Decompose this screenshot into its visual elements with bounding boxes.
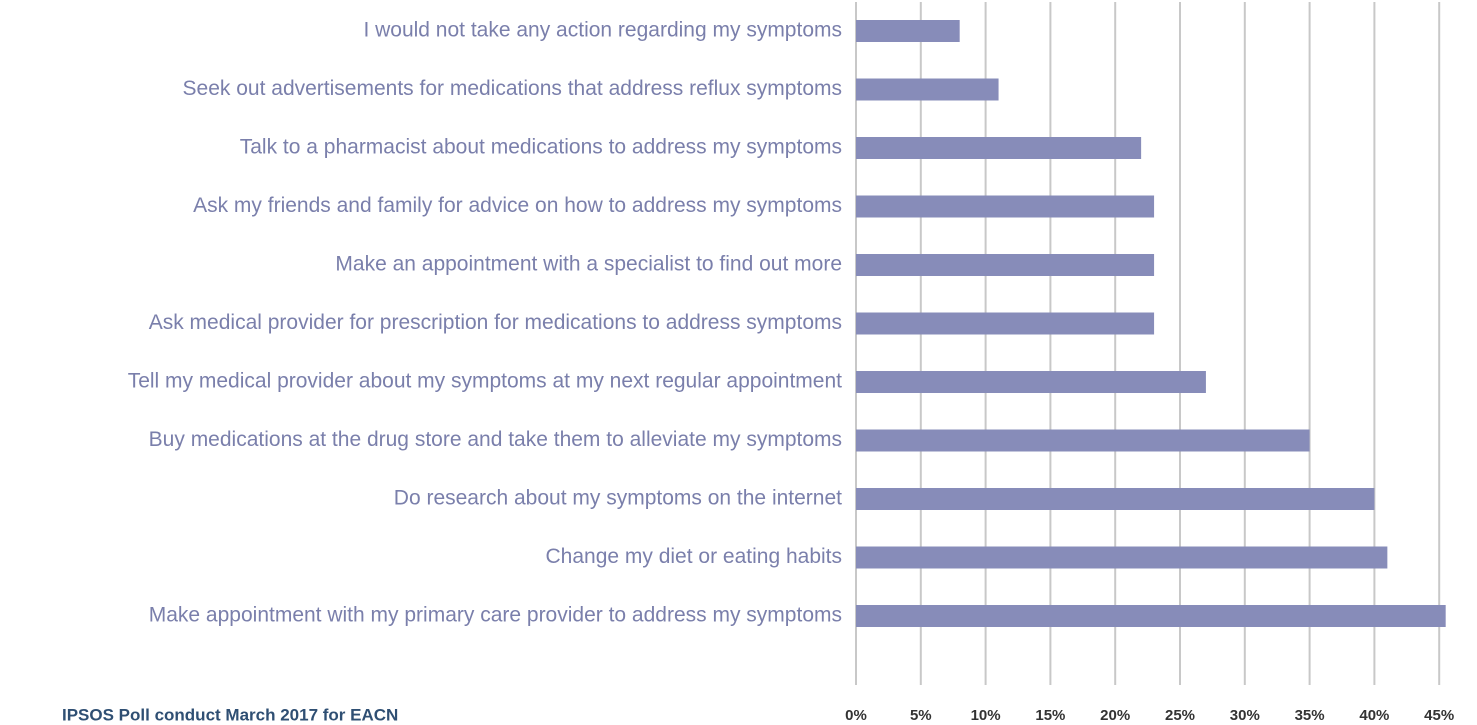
category-label: Talk to a pharmacist about medications t…	[240, 136, 842, 159]
category-label: Make an appointment with a specialist to…	[335, 253, 842, 276]
bar	[856, 312, 1155, 335]
category-label: Buy medications at the drug store and ta…	[149, 428, 842, 451]
category-label: Make appointment with my primary care pr…	[149, 604, 842, 627]
x-tick-label: 25%	[1165, 707, 1195, 724]
x-tick-label: 40%	[1359, 707, 1389, 724]
bar	[856, 605, 1446, 627]
bar	[856, 488, 1375, 510]
bar	[856, 137, 1142, 159]
x-tick-label: 5%	[910, 707, 932, 724]
bar	[856, 254, 1155, 276]
x-tick-label: 0%	[845, 707, 867, 724]
bar	[856, 20, 960, 42]
bar	[856, 195, 1155, 218]
category-label: Tell my medical provider about my sympto…	[128, 370, 842, 393]
x-tick-label: 20%	[1100, 707, 1130, 724]
x-tick-label: 30%	[1230, 707, 1260, 724]
bar	[856, 546, 1388, 569]
bar	[856, 371, 1206, 393]
category-label: Change my diet or eating habits	[545, 545, 842, 568]
x-tick-label: 45%	[1424, 707, 1454, 724]
x-tick-label: 35%	[1295, 707, 1325, 724]
category-label: Ask medical provider for prescription fo…	[149, 311, 842, 334]
bar	[856, 429, 1310, 452]
x-tick-label: 10%	[971, 707, 1001, 724]
x-tick-label: 15%	[1035, 707, 1065, 724]
category-label: Do research about my symptoms on the int…	[394, 487, 842, 510]
source-note: IPSOS Poll conduct March 2017 for EACN	[62, 705, 398, 724]
bar	[856, 78, 999, 101]
category-label: Ask my friends and family for advice on …	[193, 194, 842, 217]
category-label: Seek out advertisements for medications …	[183, 77, 842, 100]
category-label: I would not take any action regarding my…	[363, 19, 842, 42]
